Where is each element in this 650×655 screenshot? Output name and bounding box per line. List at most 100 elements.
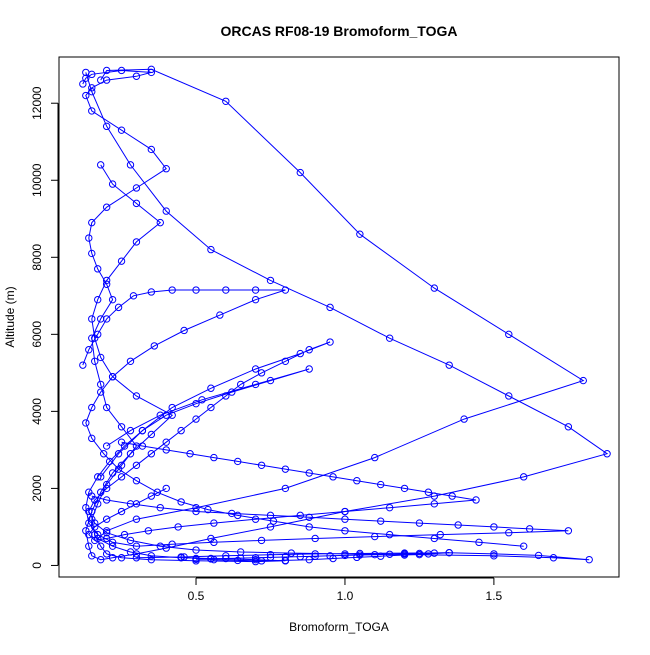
data-point — [371, 453, 379, 462]
data-point — [94, 265, 102, 273]
data-point — [85, 519, 93, 527]
data-point — [132, 500, 141, 508]
data-point — [126, 426, 135, 435]
data-point — [120, 530, 129, 539]
data-point — [132, 392, 141, 400]
data-point — [102, 496, 111, 504]
data-point — [424, 550, 433, 558]
data-point — [94, 330, 102, 339]
data-point — [505, 392, 513, 400]
data-point — [156, 542, 164, 550]
data-point — [207, 384, 215, 392]
data-point — [117, 423, 126, 431]
data-point — [281, 465, 290, 473]
data-point — [88, 218, 96, 227]
data-point — [168, 540, 176, 548]
data-point — [117, 473, 126, 481]
data-point — [85, 346, 93, 354]
data-point — [105, 457, 114, 466]
data-point — [132, 477, 141, 485]
data-point — [162, 165, 170, 173]
data-point — [102, 276, 111, 285]
data-point — [445, 549, 453, 557]
data-point — [132, 238, 141, 246]
data-point — [222, 554, 230, 563]
data-point — [88, 249, 96, 258]
data-point — [91, 357, 99, 365]
y-tick-label: 10000 — [30, 163, 44, 197]
data-point — [99, 450, 108, 458]
data-point — [266, 376, 275, 385]
data-point — [257, 557, 266, 565]
data-point — [534, 551, 543, 560]
data-point — [180, 553, 188, 561]
data-point — [287, 549, 296, 557]
data-point — [129, 292, 138, 300]
y-tick-label: 4000 — [30, 398, 44, 425]
data-point — [266, 553, 275, 562]
data-point — [305, 523, 313, 531]
data-point — [222, 286, 230, 294]
data-point — [102, 442, 111, 450]
data-point — [460, 415, 468, 423]
data-point — [162, 207, 170, 215]
y-tick-label: 12000 — [30, 86, 44, 120]
data-point — [490, 552, 498, 560]
data-point — [147, 555, 156, 564]
data-point — [603, 450, 611, 458]
data-point — [114, 303, 123, 312]
data-point — [549, 554, 558, 562]
data-point — [475, 538, 483, 547]
data-point — [97, 542, 105, 550]
data-point — [257, 369, 266, 377]
data-point — [102, 203, 111, 211]
data-point — [156, 411, 164, 419]
data-point — [82, 74, 90, 82]
data-point — [198, 396, 206, 404]
data-point — [281, 357, 290, 365]
data-point — [490, 523, 498, 531]
data-point — [147, 145, 156, 154]
data-point — [88, 87, 96, 96]
data-point — [251, 286, 260, 294]
data-point — [162, 438, 170, 446]
data-point — [505, 330, 513, 339]
data-point — [326, 303, 334, 312]
y-tick-label: 0 — [30, 562, 44, 569]
data-point — [305, 513, 313, 521]
data-point — [564, 423, 573, 431]
data-point — [305, 469, 313, 477]
data-point — [117, 257, 126, 265]
data-point — [132, 515, 141, 523]
data-point — [192, 415, 200, 423]
data-point — [114, 465, 123, 473]
data-point — [126, 161, 135, 169]
data-point — [186, 450, 194, 458]
data-point — [377, 517, 385, 525]
data-point — [147, 552, 156, 560]
data-point — [97, 380, 105, 389]
y-axis-label: Altitude (m) — [3, 286, 17, 347]
data-layer — [79, 65, 611, 566]
data-point — [234, 457, 242, 466]
y-tick-label: 2000 — [30, 475, 44, 502]
data-point — [108, 295, 117, 304]
data-point — [257, 461, 266, 469]
data-point — [222, 97, 230, 105]
data-point — [585, 555, 593, 564]
data-point — [132, 554, 141, 562]
data-point — [415, 549, 424, 558]
data-point — [79, 361, 87, 369]
series-line — [88, 341, 590, 561]
data-point — [126, 450, 135, 458]
data-point — [108, 554, 117, 562]
data-point — [400, 551, 409, 559]
data-point — [91, 523, 99, 531]
data-point — [430, 284, 439, 292]
data-point — [102, 527, 111, 535]
data-point — [177, 426, 185, 435]
data-point — [108, 542, 117, 550]
data-point — [85, 488, 93, 496]
